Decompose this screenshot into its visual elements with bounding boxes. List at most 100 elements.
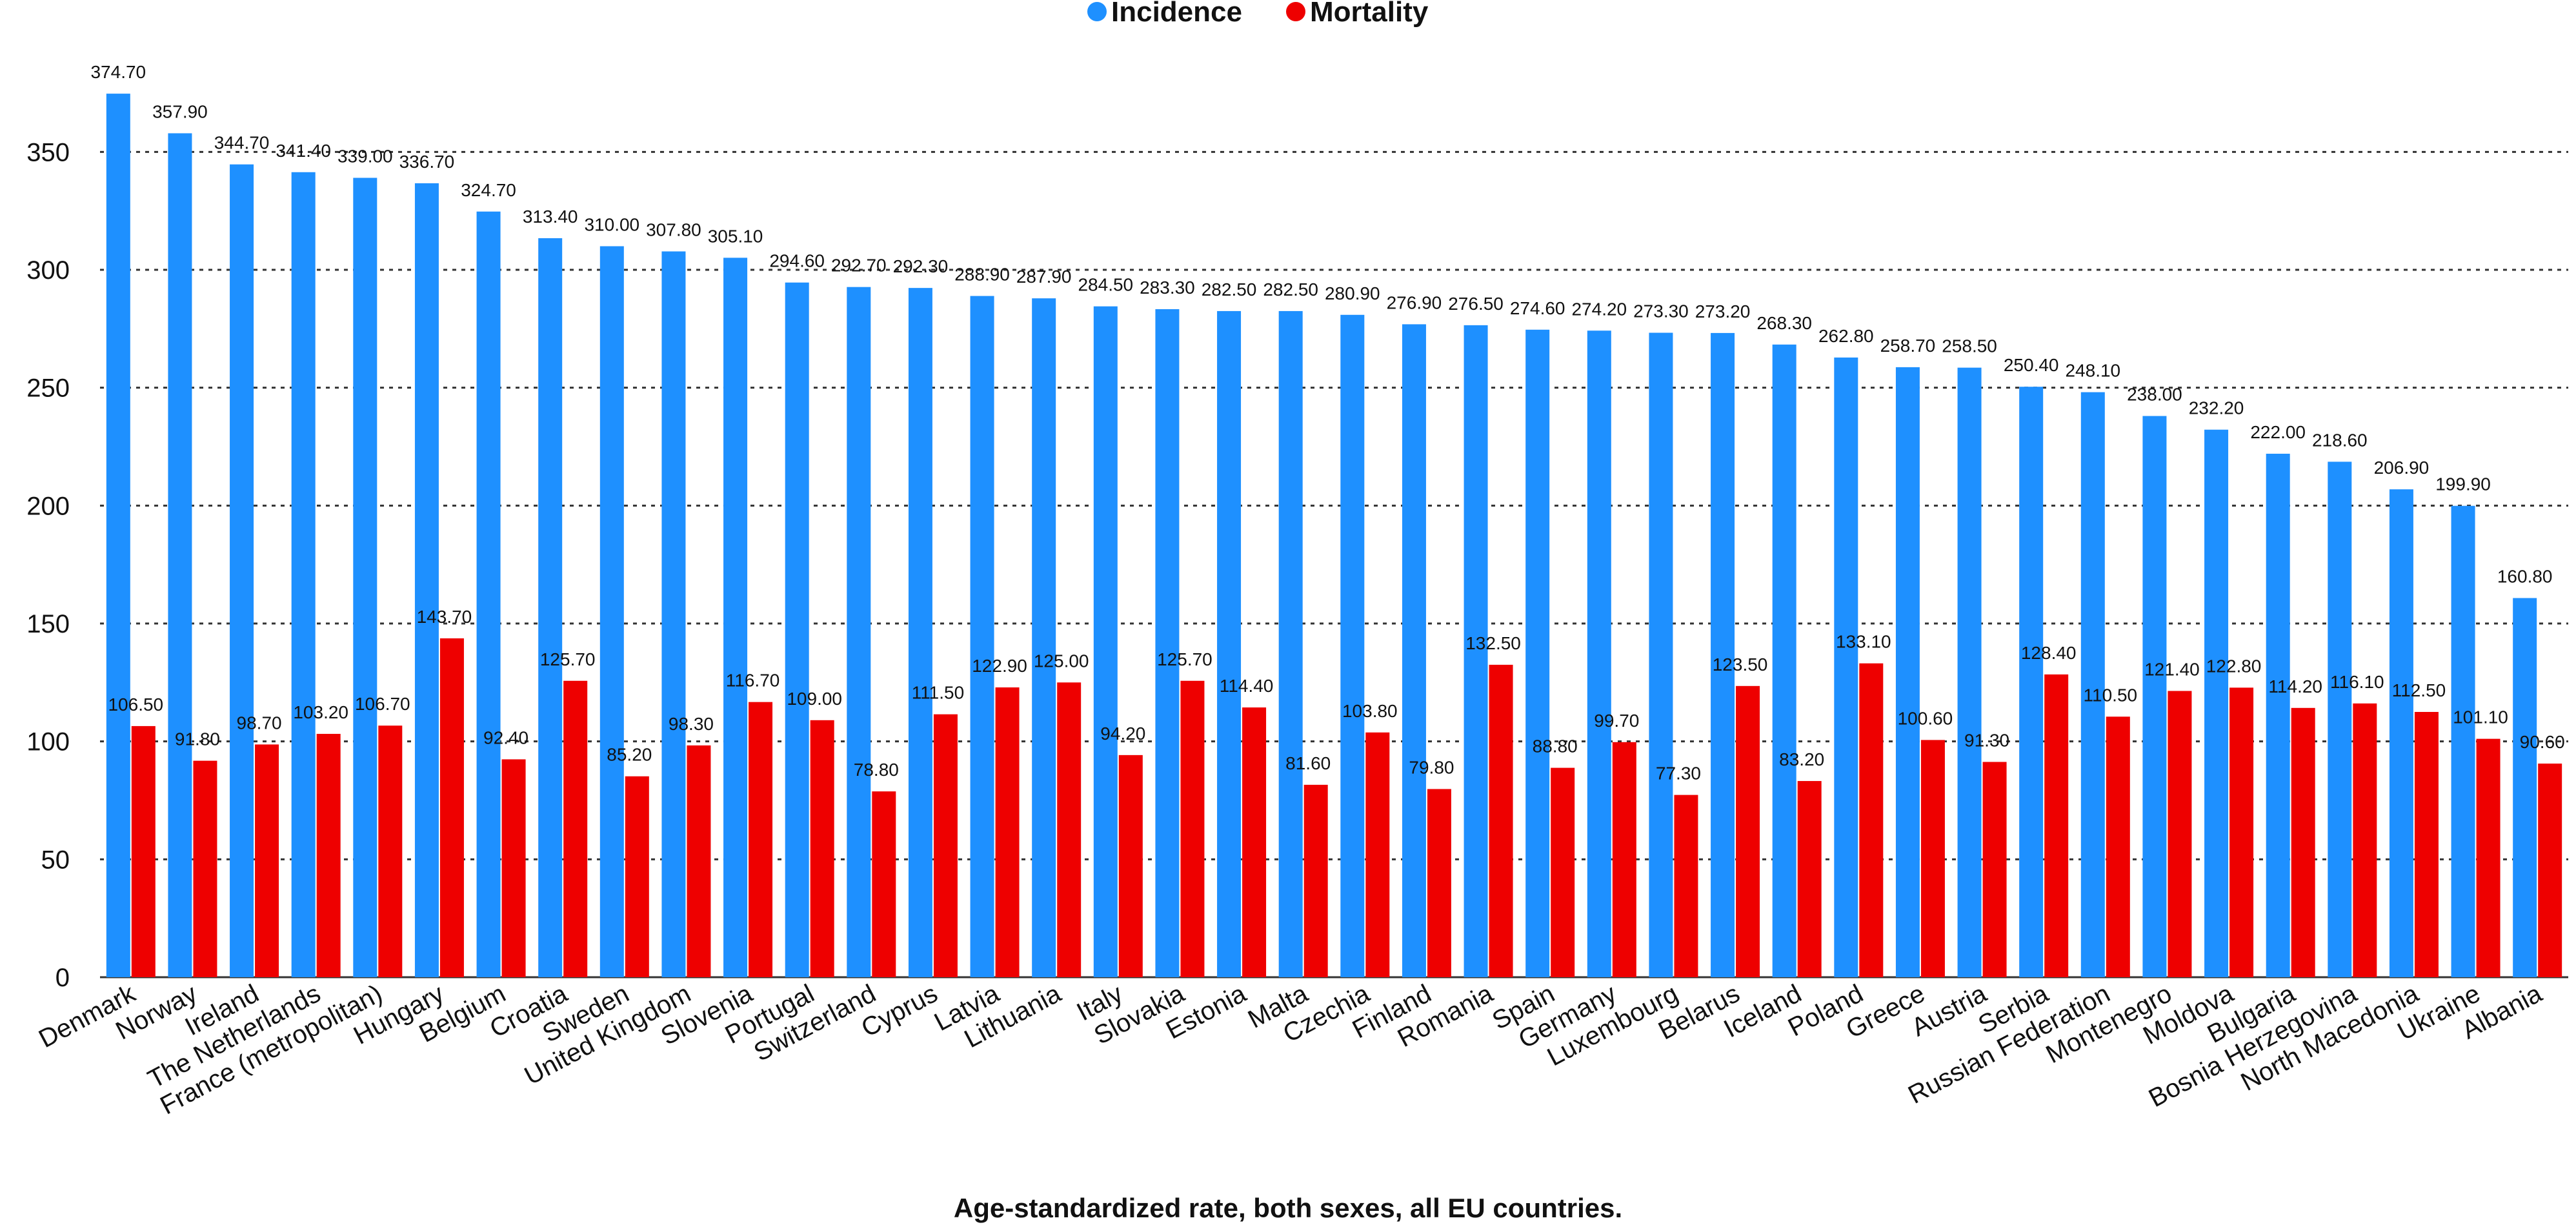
incidence-value-label: 357.90 bbox=[152, 101, 208, 121]
incidence-bar bbox=[908, 288, 932, 978]
mortality-value-label: 92.40 bbox=[483, 727, 528, 747]
mortality-bar bbox=[1920, 740, 1945, 977]
mortality-value-label: 99.70 bbox=[1594, 711, 1639, 731]
mortality-bar bbox=[1180, 680, 1205, 977]
incidence-bar bbox=[1587, 330, 1611, 977]
incidence-value-label: 218.60 bbox=[2312, 430, 2368, 450]
mortality-bar bbox=[255, 744, 279, 977]
mortality-bar bbox=[131, 725, 156, 977]
y-tick-label: 100 bbox=[26, 728, 70, 756]
incidence-bar bbox=[1464, 325, 1488, 977]
incidence-value-label: 341.40 bbox=[276, 141, 331, 161]
mortality-value-label: 116.10 bbox=[2330, 672, 2384, 692]
y-tick-label: 150 bbox=[26, 610, 70, 638]
mortality-bar bbox=[749, 702, 773, 977]
y-tick-label: 50 bbox=[41, 846, 70, 874]
incidence-bar bbox=[1402, 324, 1426, 978]
bars bbox=[106, 94, 2562, 978]
mortality-legend-marker bbox=[1286, 2, 1305, 21]
mortality-value-label: 112.50 bbox=[2392, 680, 2446, 700]
legend: Incidence Mortality bbox=[1087, 0, 1429, 28]
incidence-bar bbox=[970, 296, 994, 977]
incidence-bar bbox=[1032, 298, 1056, 977]
mortality-value-label: 110.50 bbox=[2084, 685, 2138, 705]
incidence-value-label: 273.20 bbox=[1695, 301, 1751, 321]
incidence-value-label: 276.90 bbox=[1387, 292, 1442, 312]
mortality-value-label: 143.70 bbox=[417, 607, 472, 627]
incidence-value-label: 292.70 bbox=[831, 256, 887, 276]
incidence-bar bbox=[1278, 310, 1303, 977]
mortality-value-label: 85.20 bbox=[607, 745, 652, 765]
incidence-bar bbox=[599, 246, 624, 977]
incidence-value-label: 248.10 bbox=[2065, 361, 2120, 381]
mortality-value-label: 83.20 bbox=[1779, 749, 1824, 769]
mortality-value-label: 78.80 bbox=[854, 760, 899, 780]
incidence-bar bbox=[1711, 332, 1735, 977]
incidence-bar bbox=[785, 282, 809, 977]
incidence-value-label: 288.90 bbox=[954, 265, 1010, 285]
y-tick-label: 300 bbox=[26, 256, 70, 285]
mortality-value-label: 114.20 bbox=[2268, 676, 2322, 696]
mortality-bar bbox=[2476, 738, 2501, 977]
incidence-value-label: 232.20 bbox=[2189, 398, 2244, 418]
mortality-value-label: 88.80 bbox=[1533, 736, 1578, 756]
mortality-bar bbox=[2538, 764, 2562, 977]
mortality-value-label: 125.70 bbox=[1157, 649, 1213, 669]
incidence-bar bbox=[538, 238, 563, 978]
mortality-value-label: 111.50 bbox=[912, 683, 964, 703]
mortality-value-label: 100.60 bbox=[1898, 708, 1953, 728]
incidence-value-label: 310.00 bbox=[584, 214, 639, 234]
mortality-bar bbox=[2106, 716, 2130, 977]
incidence-value-label: 282.50 bbox=[1263, 279, 1318, 299]
mortality-value-label: 109.00 bbox=[787, 689, 842, 709]
incidence-value-label: 374.70 bbox=[90, 62, 146, 82]
incidence-bar bbox=[1525, 329, 1550, 977]
y-tick-label: 350 bbox=[26, 138, 70, 167]
mortality-value-label: 122.80 bbox=[2206, 656, 2262, 676]
incidence-bar bbox=[353, 177, 377, 977]
incidence-bar bbox=[1217, 310, 1242, 977]
y-tick-label: 250 bbox=[26, 374, 70, 403]
mortality-bar bbox=[1489, 664, 1513, 977]
mortality-value-label: 103.20 bbox=[293, 702, 348, 722]
mortality-value-label: 90.60 bbox=[2520, 732, 2565, 752]
incidence-bar bbox=[2204, 429, 2229, 977]
incidence-bar bbox=[2451, 505, 2475, 977]
mortality-value-label: 101.10 bbox=[2453, 707, 2508, 727]
incidence-bar bbox=[1772, 344, 1796, 977]
incidence-value-label: 258.70 bbox=[1880, 336, 1936, 356]
incidence-bar bbox=[414, 183, 439, 978]
mortality-bar bbox=[933, 714, 958, 977]
incidence-bar bbox=[1155, 309, 1180, 977]
mortality-bar bbox=[1057, 682, 1082, 977]
mortality-bar bbox=[1797, 781, 1822, 977]
incidence-bar bbox=[1895, 367, 1920, 977]
incidence-value-label: 273.30 bbox=[1633, 301, 1689, 321]
incidence-bar bbox=[1093, 306, 1118, 977]
incidence-bar bbox=[1834, 357, 1858, 977]
incidence-value-label: 250.40 bbox=[2004, 355, 2059, 375]
incidence-value-label: 287.90 bbox=[1016, 267, 1072, 287]
mortality-bar bbox=[1859, 663, 1884, 977]
mortality-value-label: 128.40 bbox=[2021, 643, 2077, 663]
mortality-bar bbox=[1982, 762, 2007, 977]
mortality-bar bbox=[1427, 789, 1451, 977]
incidence-bar bbox=[2142, 416, 2167, 977]
incidence-value-label: 160.80 bbox=[2497, 567, 2553, 587]
incidence-value-label: 292.30 bbox=[893, 256, 949, 276]
mortality-bar bbox=[501, 759, 526, 977]
incidence-value-label: 280.90 bbox=[1325, 283, 1380, 303]
mortality-bar bbox=[1674, 795, 1698, 977]
incidence-value-label: 238.00 bbox=[2127, 385, 2182, 405]
mortality-bar bbox=[2291, 707, 2315, 977]
incidence-bar bbox=[291, 172, 316, 978]
mortality-bar bbox=[2168, 691, 2192, 977]
incidence-bar bbox=[661, 251, 686, 977]
mortality-value-label: 106.70 bbox=[355, 694, 410, 714]
incidence-value-label: 262.80 bbox=[1818, 326, 1874, 346]
mortality-value-label: 98.70 bbox=[237, 713, 282, 733]
incidence-bar bbox=[2328, 461, 2352, 977]
mortality-value-label: 123.50 bbox=[1713, 654, 1768, 674]
mortality-value-label: 91.30 bbox=[1964, 730, 2009, 750]
